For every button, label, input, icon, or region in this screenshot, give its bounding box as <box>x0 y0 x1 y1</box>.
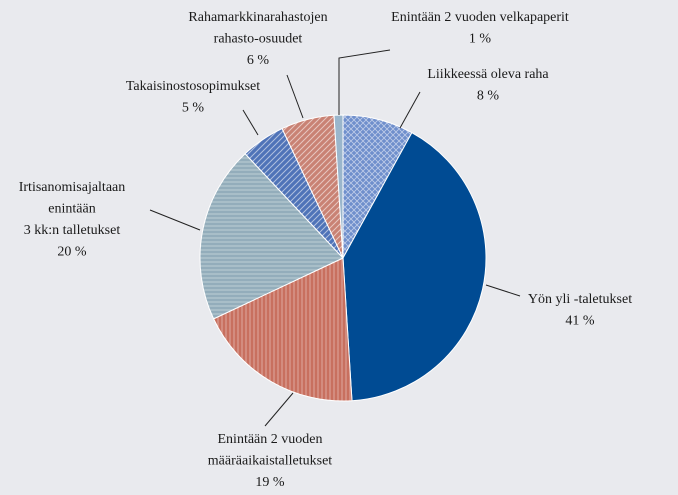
leader-line <box>242 109 259 136</box>
slice-label: Liikkeessä oleva raha <box>427 67 549 82</box>
slice-label: Takaisinostosopimukset <box>126 79 260 94</box>
leader-line <box>399 91 421 129</box>
slice-label: rahasto-osuudet <box>214 32 303 47</box>
slice-label: enintään <box>48 202 95 217</box>
value-label: 20 % <box>57 245 87 260</box>
value-label: 5 % <box>182 101 205 116</box>
slice-pattern <box>343 115 412 258</box>
value-label: 6 % <box>247 53 270 68</box>
leader-line <box>149 209 201 231</box>
slice-pattern <box>245 128 343 258</box>
value-label: 8 % <box>477 89 500 104</box>
slice-label: Enintään 2 vuoden <box>218 432 323 447</box>
pie-slice <box>342 132 487 402</box>
leader-line <box>338 49 391 115</box>
leader-line <box>264 392 294 427</box>
value-label: 19 % <box>255 475 285 490</box>
value-label: 41 % <box>565 314 595 329</box>
slice-label: Enintään 2 vuoden velkapaperit <box>391 10 569 25</box>
slice-label: 3 kk:n talletukset <box>24 223 121 238</box>
pie-slice <box>333 114 344 259</box>
slice-label: Rahamarkkinarahastojen <box>188 10 327 25</box>
slice-pattern <box>213 258 352 401</box>
leader-line <box>485 284 521 297</box>
slice-label: Irtisanomisajaltaan <box>19 180 126 195</box>
slice-label: määräaikaistalletukset <box>208 454 332 469</box>
slice-pattern <box>199 153 343 319</box>
slice-label: Yön yli -taletukset <box>528 292 632 307</box>
value-label: 1 % <box>469 32 492 47</box>
slice-pattern <box>282 115 343 258</box>
leader-line <box>286 74 304 119</box>
